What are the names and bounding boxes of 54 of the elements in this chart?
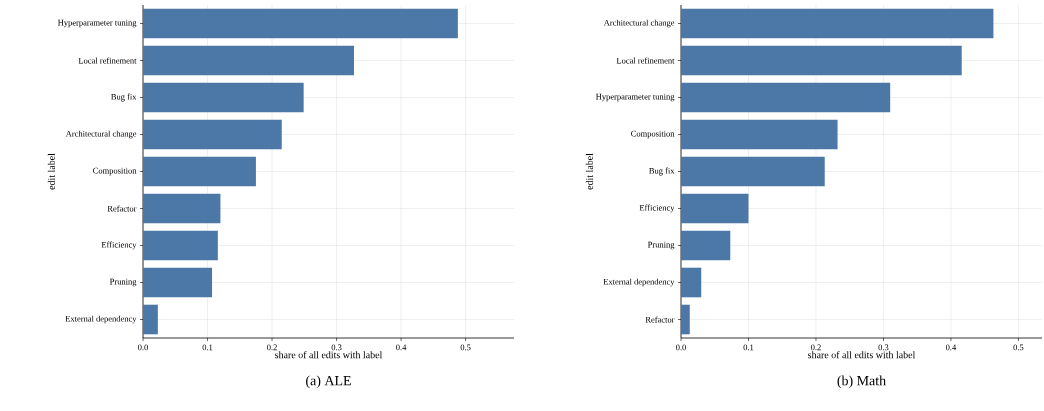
y-tick-label: Local refinement <box>616 57 675 64</box>
bar <box>681 119 838 150</box>
x-axis-title: share of all edits with label <box>275 351 383 359</box>
x-tick-label: 0.0 <box>676 344 686 351</box>
bar <box>143 193 221 224</box>
y-tick-label: Local refinement <box>78 57 137 64</box>
bar <box>681 82 891 113</box>
y-tick-label: Efficiency <box>639 204 675 213</box>
bar <box>143 267 213 298</box>
bar <box>681 8 994 39</box>
x-tick-label: 0.2 <box>811 344 821 351</box>
bar <box>143 156 256 187</box>
y-tick-label: Efficiency <box>101 241 137 250</box>
y-tick-label: Refactor <box>645 316 675 323</box>
bar <box>681 230 731 261</box>
y-tick-label: Composition <box>93 167 137 176</box>
bar <box>143 8 458 39</box>
y-tick-label: Pruning <box>109 278 137 287</box>
y-tick-label: Bug fix <box>111 93 137 102</box>
y-tick-label: Architectural change <box>65 130 137 139</box>
y-tick-label: Hyperparameter tuning <box>595 93 675 102</box>
y-tick-label: Hyperparameter tuning <box>57 19 137 28</box>
y-tick-label: External dependency <box>603 278 675 287</box>
y-tick-label: Bug fix <box>649 167 675 176</box>
y-tick-label: Pruning <box>647 241 675 250</box>
x-tick-label: 0.3 <box>331 344 342 351</box>
y-tick-label: External dependency <box>65 315 137 324</box>
bar <box>681 267 702 298</box>
y-tick-label: Composition <box>631 130 675 139</box>
y-tick-label: Architectural change <box>603 19 675 28</box>
bar <box>681 193 749 224</box>
x-tick-label: 0.4 <box>396 344 407 351</box>
y-axis-title: edit label <box>47 153 55 190</box>
text: (b) Math <box>837 375 886 389</box>
bar <box>143 45 354 76</box>
bar <box>681 45 962 76</box>
x-tick-label: 0.0 <box>138 344 148 351</box>
x-tick-label: 0.5 <box>1013 344 1024 351</box>
y-axis-title: edit label <box>585 153 593 190</box>
x-tick-label: 0.5 <box>460 344 471 351</box>
x-axis-title: share of all edits with label <box>808 351 916 359</box>
bar <box>143 230 218 261</box>
bar <box>681 156 825 187</box>
text: (a) ALE <box>306 375 351 389</box>
x-tick-label: 0.1 <box>202 344 213 351</box>
x-tick-label: 0.3 <box>878 344 889 351</box>
y-tick-label: Refactor <box>107 205 137 212</box>
x-tick-label: 0.4 <box>945 344 957 351</box>
x-tick-label: 0.2 <box>267 344 277 351</box>
bar <box>143 119 282 150</box>
bar <box>143 304 158 335</box>
x-tick-label: 0.1 <box>743 344 754 351</box>
bar <box>681 304 690 335</box>
bar <box>143 82 304 113</box>
